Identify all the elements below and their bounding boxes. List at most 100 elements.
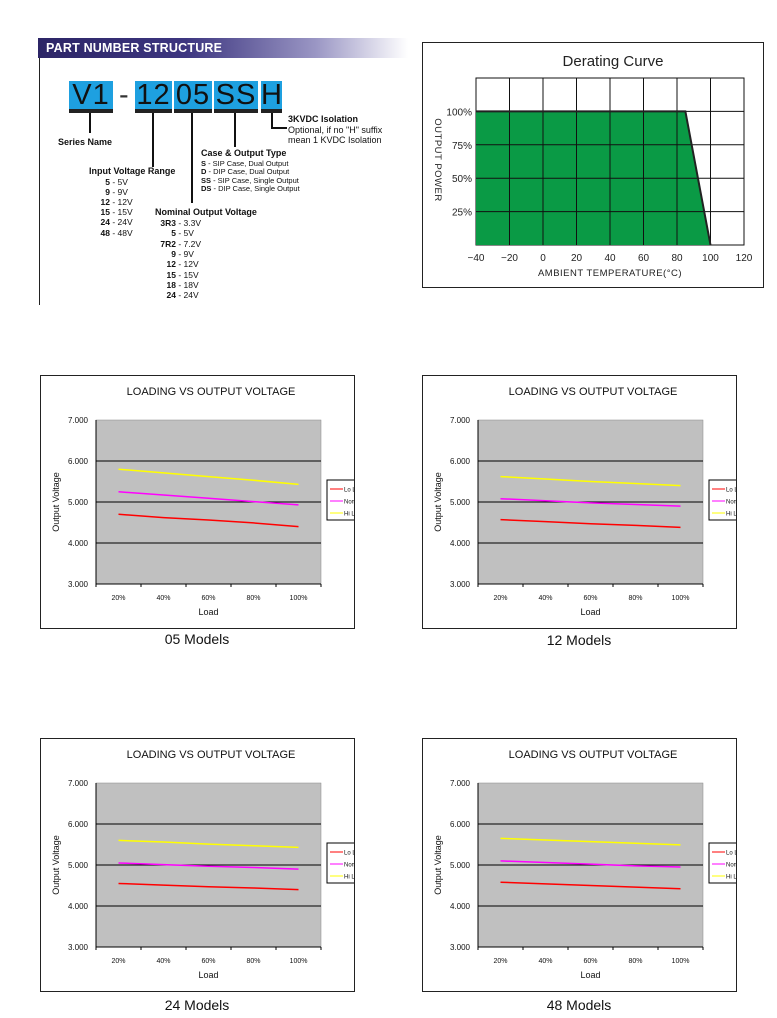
y-tick-label: 25% xyxy=(452,208,472,219)
series-name-label: Series Name xyxy=(58,137,113,147)
chart-title: LOADING VS OUTPUT VOLTAGE xyxy=(127,749,296,761)
code-value: - 48V xyxy=(110,227,133,238)
segment-isolation: H xyxy=(261,79,283,113)
case-type-item: D - DIP Case, Dual Output xyxy=(201,167,289,176)
series-line-lo-line-in xyxy=(500,881,681,890)
isolation-note-line1: Optional, if no "H" suffix xyxy=(288,125,383,135)
input-voltage-item: 9 - 9V xyxy=(86,187,128,197)
legend-label: Lo Line/In xyxy=(344,851,354,857)
y-tick-label: 7.000 xyxy=(450,416,471,425)
y-tick-label: 5.000 xyxy=(450,861,471,870)
y-axis-label: OUTPUT POWER xyxy=(432,118,443,201)
connector-line xyxy=(234,113,236,147)
x-tick-label: 80% xyxy=(628,958,642,965)
y-axis-label: Output Voltage xyxy=(433,835,443,895)
part-number-header: PART NUMBER STRUCTURE xyxy=(38,38,408,58)
code-value: - 18V xyxy=(176,279,199,290)
series-line-nominal-in xyxy=(500,497,681,507)
y-tick-label: 3.000 xyxy=(450,580,471,589)
nominal-output-item: 12 - 12V xyxy=(152,259,199,269)
code-value: - DIP Case, Single Output xyxy=(211,184,300,194)
code: 18 xyxy=(166,279,176,290)
code: 12 xyxy=(166,259,176,270)
x-tick-label: 40% xyxy=(538,595,552,602)
legend-label: Nominal/In xyxy=(726,863,736,869)
legend-label: Hi Line/In xyxy=(344,875,354,881)
code-value: - 7.2V xyxy=(176,238,202,249)
y-tick-label: 7.000 xyxy=(68,416,89,425)
x-tick-label: 100% xyxy=(290,595,308,602)
chart-caption-05: 05 Models xyxy=(164,631,230,647)
chart-title: LOADING VS OUTPUT VOLTAGE xyxy=(509,386,678,398)
input-voltage-item: 15 - 15V xyxy=(86,207,133,217)
code: DS xyxy=(201,184,212,194)
legend-label: Hi Line/In xyxy=(726,875,736,881)
x-tick-label: 20% xyxy=(493,595,507,602)
chart-caption-24: 24 Models xyxy=(164,997,230,1013)
y-tick-label: 4.000 xyxy=(68,902,89,911)
code-value: - 24V xyxy=(110,217,133,228)
code-value: - 15V xyxy=(110,207,133,218)
loading-chart-12: LOADING VS OUTPUT VOLTAGE 3.000 4.000 5.000… xyxy=(433,386,762,617)
x-tick-label: 40% xyxy=(538,958,552,965)
nominal-output-item: 15 - 15V xyxy=(152,270,199,280)
code: 3R3 xyxy=(160,218,176,228)
y-tick-label: 5.000 xyxy=(68,498,89,507)
code: 24 xyxy=(100,217,110,228)
x-tick-label: 60% xyxy=(201,595,215,602)
x-tick-label: 100 xyxy=(702,253,719,264)
x-tick-label: 100% xyxy=(290,958,308,965)
code: 48 xyxy=(100,227,110,238)
code: 15 xyxy=(166,269,176,280)
x-tick-label: 40% xyxy=(156,958,170,965)
series-line-lo-line-in xyxy=(500,518,681,529)
code: 12 xyxy=(100,197,110,208)
input-voltage-title: Input Voltage Range xyxy=(89,166,176,176)
x-tick-label: −20 xyxy=(501,253,518,264)
y-axis-label: Output Voltage xyxy=(51,835,61,895)
x-tick-label: 40% xyxy=(156,595,170,602)
code-value: - 9V xyxy=(110,187,128,198)
input-voltage-item: 12 - 12V xyxy=(86,197,133,207)
y-tick-label: 4.000 xyxy=(450,902,471,911)
x-tick-label: 20 xyxy=(571,253,583,264)
legend-label: Nominal/In xyxy=(726,500,736,506)
series-line-hi-line-in xyxy=(118,468,299,486)
code-value: - 12V xyxy=(176,259,199,270)
x-tick-label: 60% xyxy=(583,595,597,602)
code: 9 xyxy=(105,187,110,198)
x-tick-label: 100% xyxy=(672,958,690,965)
y-tick-label: 5.000 xyxy=(450,498,471,507)
y-tick-label: 75% xyxy=(452,141,472,152)
x-tick-label: 120 xyxy=(736,253,753,264)
x-tick-label: 80 xyxy=(671,253,683,264)
case-type-item: S - SIP Case, Dual Output xyxy=(201,159,288,168)
code: 5 xyxy=(105,177,110,187)
code: 7R2 xyxy=(160,238,176,249)
series-line-nominal-in xyxy=(500,860,681,868)
x-tick-label: 20% xyxy=(111,958,125,965)
case-type-title: Case & Output Type xyxy=(201,148,287,158)
y-tick-label: 5.000 xyxy=(68,861,89,870)
legend-label: Lo Line/In xyxy=(726,851,736,857)
x-axis-label: Load xyxy=(580,970,600,980)
code-value: - 12V xyxy=(110,197,133,208)
connector-line xyxy=(152,113,154,167)
y-axis-label: Output Voltage xyxy=(433,472,443,532)
y-tick-label: 3.000 xyxy=(68,943,89,952)
input-voltage-item: 24 - 24V xyxy=(86,217,133,227)
code-value: - 3.3V xyxy=(176,218,202,228)
code: 24 xyxy=(166,290,176,301)
code: 9 xyxy=(171,248,176,259)
y-tick-label: 6.000 xyxy=(68,457,89,466)
loading-chart-05: LOADING VS OUTPUT VOLTAGE 3.000 4.000 5.000… xyxy=(51,386,380,617)
section-divider xyxy=(39,58,40,305)
segment-dash: - xyxy=(119,79,129,111)
code: D xyxy=(201,167,207,177)
loading-chart-48: LOADING VS OUTPUT VOLTAGE 3.000 4.000 5.000… xyxy=(433,749,762,980)
series-line-nominal-in xyxy=(118,491,299,506)
input-voltage-item: 48 - 48V xyxy=(86,228,133,238)
x-tick-label: 80% xyxy=(246,958,260,965)
code-value: - 5V xyxy=(110,177,128,187)
segment-output-voltage: 05 xyxy=(174,79,212,113)
